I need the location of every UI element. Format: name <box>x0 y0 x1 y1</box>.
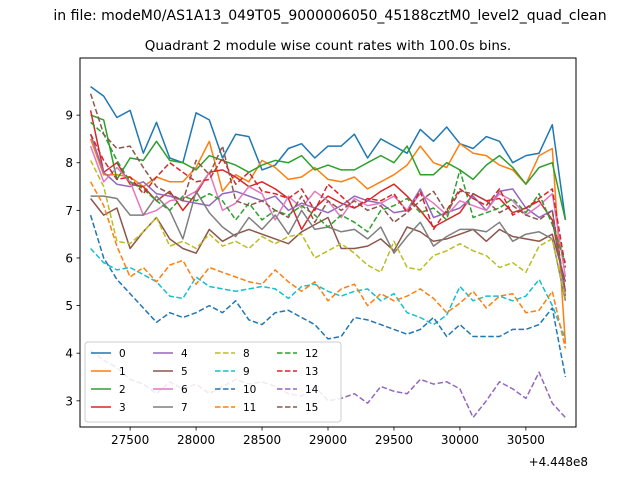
legend-label-8: 8 <box>243 348 250 360</box>
legend-label-13: 13 <box>305 366 318 378</box>
legend-label-9: 9 <box>243 366 250 378</box>
series-layer <box>89 85 567 419</box>
legend-label-3: 3 <box>119 402 126 414</box>
x-tick-label: 30000 <box>441 433 479 447</box>
legend-label-7: 7 <box>181 402 188 414</box>
series-line-5 <box>90 198 567 282</box>
legend-box <box>84 341 342 423</box>
y-tick-label: 7 <box>65 204 73 218</box>
legend-label-4: 4 <box>181 348 188 360</box>
legend-label-0: 0 <box>119 348 126 360</box>
series-line-8 <box>89 160 567 299</box>
series-line-12 <box>90 121 567 263</box>
legend-label-2: 2 <box>119 384 126 396</box>
x-tick-label: 28000 <box>177 433 215 447</box>
series-line-2 <box>90 114 567 221</box>
series-line-15 <box>89 93 567 292</box>
y-tick-label: 3 <box>65 394 73 408</box>
y-tick-label: 9 <box>65 109 73 123</box>
series-line-0 <box>90 85 567 221</box>
y-tick-label: 8 <box>65 156 73 170</box>
legend-label-10: 10 <box>243 384 256 396</box>
y-tick-label: 6 <box>65 251 73 265</box>
axis-ticks: 27500 28000 28500 29000 29500 30000 30500 3 4 5 6 7… <box>65 109 545 447</box>
x-tick-label: 30500 <box>507 433 545 447</box>
series-line-3 <box>89 110 567 292</box>
legend-label-15: 15 <box>305 402 318 414</box>
x-tick-label: 29000 <box>309 433 347 447</box>
x-tick-label: 28500 <box>243 433 281 447</box>
legend-label-1: 1 <box>119 366 126 378</box>
series-line-4 <box>89 133 567 297</box>
y-tick-label: 4 <box>65 347 73 361</box>
legend-label-14: 14 <box>305 384 319 396</box>
series-line-11 <box>89 181 567 349</box>
chart-suptitle: in file: modeM0/AS1A13_049T05_9000006050… <box>53 8 606 24</box>
legend-label-12: 12 <box>305 348 318 360</box>
x-offset-label: +4.448e8 <box>529 455 588 469</box>
series-line-9 <box>90 247 567 340</box>
y-tick-label: 5 <box>65 299 73 313</box>
legend-label-6: 6 <box>181 384 188 396</box>
legend-label-11: 11 <box>243 402 256 414</box>
legend-label-5: 5 <box>181 366 188 378</box>
series-line-10 <box>89 214 567 378</box>
series-line-1 <box>89 138 567 344</box>
chart-title: Quadrant 2 module wise count rates with … <box>145 38 511 54</box>
x-tick-label: 29500 <box>375 433 413 447</box>
x-tick-label: 27500 <box>111 433 149 447</box>
